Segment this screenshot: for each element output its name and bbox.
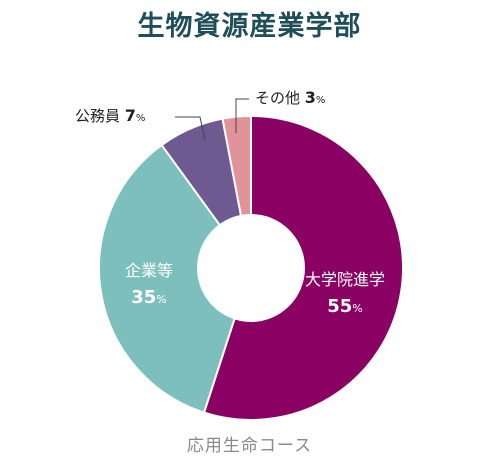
label-value-grad-school: 55% bbox=[327, 296, 363, 317]
label-outside-other: その他 3% bbox=[255, 88, 325, 107]
donut-hole bbox=[197, 214, 305, 322]
leader-line-other bbox=[235, 98, 249, 133]
label-name-companies: 企業等 bbox=[125, 261, 173, 280]
slice-labels: 大学院進学 55% 企業等 35% 公務員 7% その他 3% bbox=[75, 88, 385, 317]
label-value-companies: 35% bbox=[131, 287, 167, 308]
chart-title: 生物資源産業学部 bbox=[137, 11, 362, 42]
slice-companies bbox=[98, 143, 253, 414]
chart-subtitle: 応用生命コース bbox=[186, 436, 313, 456]
label-outside-civil-service: 公務員 7% bbox=[75, 106, 145, 125]
leader-lines bbox=[175, 98, 249, 141]
label-name-grad-school: 大学院進学 bbox=[305, 270, 385, 289]
leader-line-civil-service bbox=[175, 116, 206, 141]
